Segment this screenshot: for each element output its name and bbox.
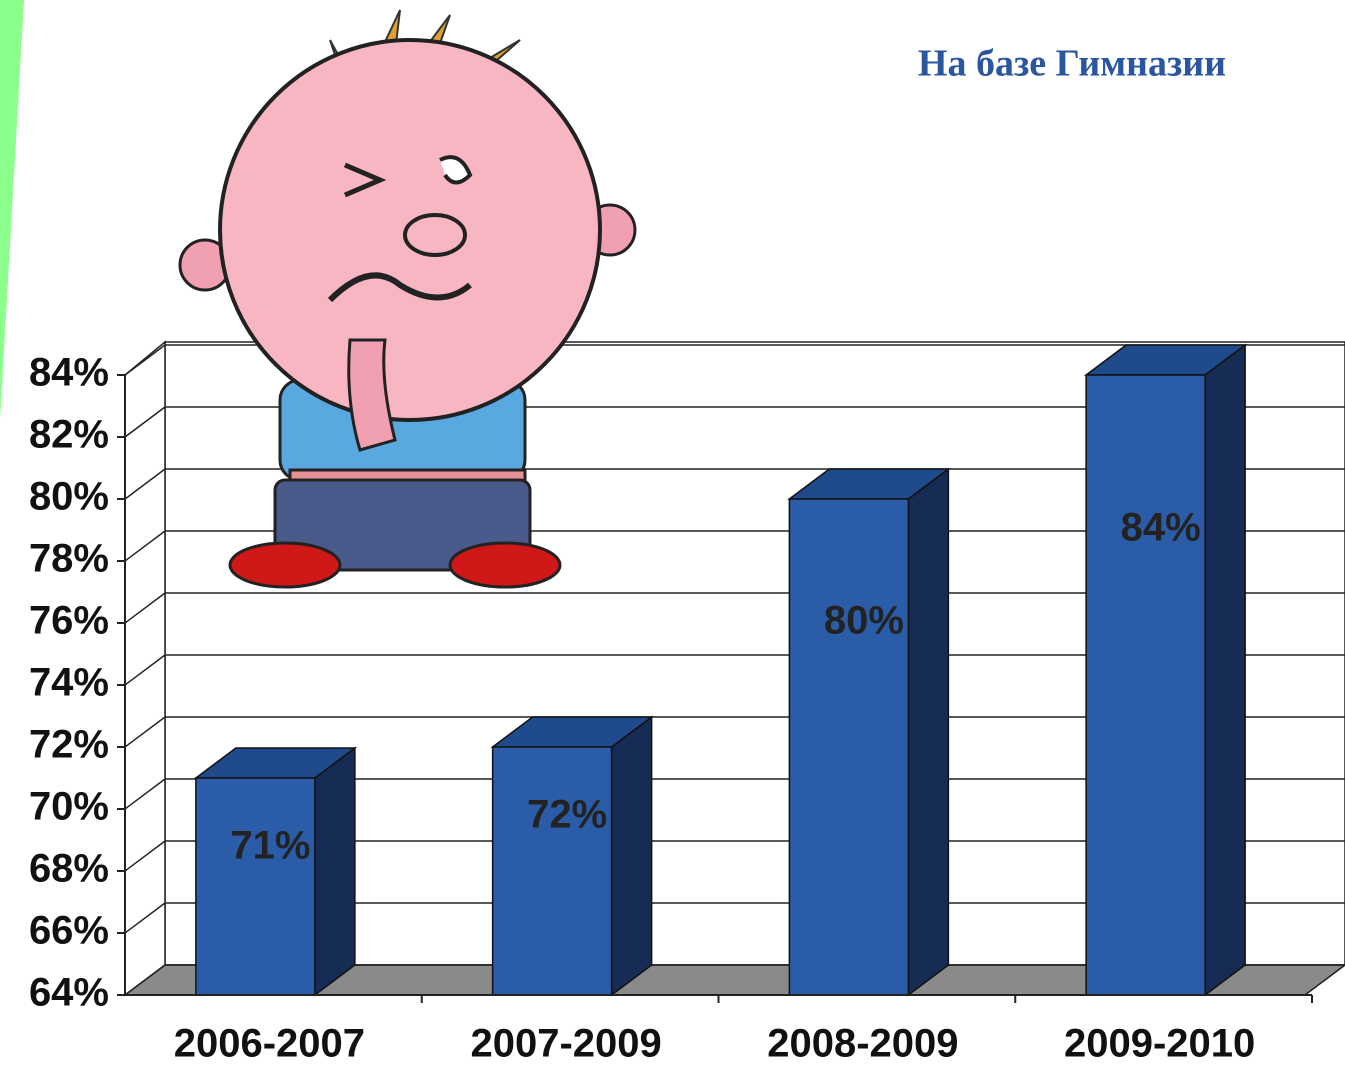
y-tick-label: 80% <box>29 475 109 519</box>
y-tick-label: 72% <box>29 723 109 767</box>
chart-title: На базе Гимназии <box>918 43 1226 85</box>
bar <box>1086 375 1205 995</box>
x-tick-label: 2006-2007 <box>174 1022 365 1066</box>
y-tick-label: 68% <box>29 847 109 891</box>
value-label: 72% <box>527 793 607 837</box>
y-tick-label: 84% <box>29 351 109 395</box>
x-tick-label: 2007-2009 <box>470 1022 661 1066</box>
bar-side <box>315 748 355 995</box>
value-label: 84% <box>1121 506 1201 550</box>
x-tick-label: 2009-2010 <box>1064 1022 1255 1066</box>
y-tick-label: 64% <box>29 971 109 1015</box>
bar <box>196 778 315 995</box>
value-label: 80% <box>824 599 904 643</box>
y-tick-label: 70% <box>29 785 109 829</box>
y-tick-label: 74% <box>29 661 109 705</box>
side-stripe <box>0 0 24 420</box>
x-tick-label: 2008-2009 <box>767 1022 958 1066</box>
y-tick-label: 78% <box>29 537 109 581</box>
shoe <box>450 543 560 587</box>
bar <box>789 499 908 995</box>
y-tick-label: 76% <box>29 599 109 643</box>
y-tick-label: 66% <box>29 909 109 953</box>
nose <box>405 215 465 255</box>
value-label: 71% <box>230 824 310 868</box>
side-wall <box>125 342 165 995</box>
bar-side <box>612 717 652 995</box>
y-tick-label: 82% <box>29 413 109 457</box>
bar-side <box>1205 345 1245 995</box>
shoe <box>230 543 340 587</box>
bar-side <box>908 469 948 995</box>
chart: 64% 66% 68% 70% 72% 74% 76% 78% 80% 82% 84% 2006-20… <box>0 0 1345 1066</box>
bar <box>493 747 612 995</box>
